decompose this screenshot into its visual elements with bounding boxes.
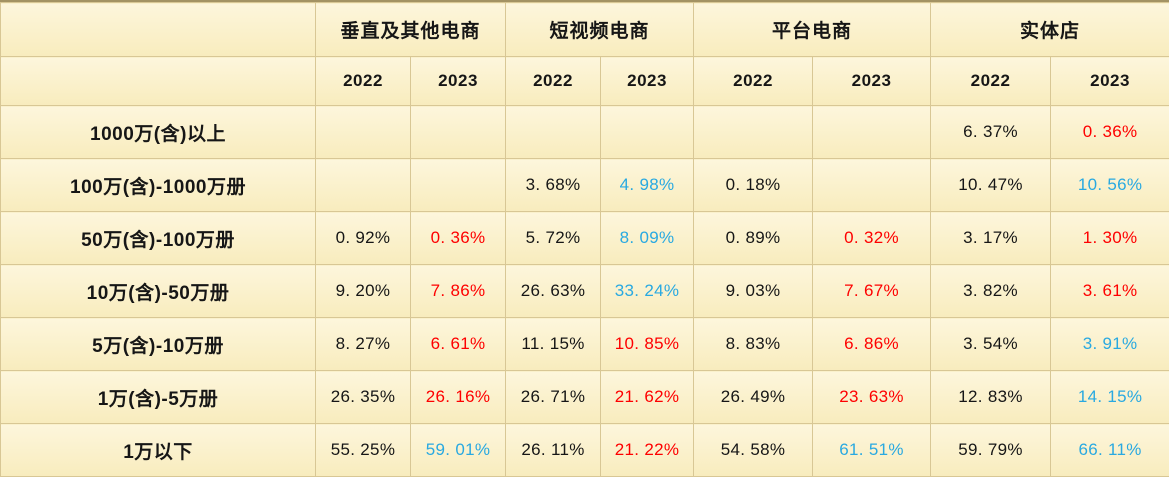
value-cell: 8. 27% [315, 317, 411, 371]
value-cell: 3. 68% [505, 158, 602, 212]
value-cell: 0. 89% [693, 211, 814, 265]
year-header: 2023 [409, 56, 507, 106]
value-cell: 21. 22% [600, 423, 695, 477]
value-cell: 7. 86% [409, 264, 507, 318]
value-cell: 10. 47% [930, 158, 1052, 212]
row-label: 1000万(含)以上 [0, 105, 316, 159]
year-header: 2022 [693, 56, 814, 106]
year-header: 2023 [812, 56, 932, 106]
value-cell: 9. 20% [315, 264, 411, 318]
group-header-platform-ecommerce: 平台电商 [693, 2, 932, 57]
table-row: 5万(含)-10万册 8. 27% 6. 61% 11. 15% 10. 85%… [0, 317, 1169, 371]
value-cell: 59. 01% [409, 423, 507, 477]
row-label: 10万(含)-50万册 [0, 264, 316, 318]
year-header: 2023 [1050, 56, 1169, 106]
value-cell: 54. 58% [693, 423, 814, 477]
value-cell: 0. 92% [315, 211, 411, 265]
value-cell: 8. 83% [693, 317, 814, 371]
value-cell [505, 105, 602, 159]
value-cell: 55. 25% [315, 423, 411, 477]
value-cell: 14. 15% [1050, 370, 1169, 424]
corner-cell [0, 2, 316, 57]
group-header-physical-store: 实体店 [930, 2, 1169, 57]
group-header-row: 垂直及其他电商 短视频电商 平台电商 实体店 [0, 2, 1169, 57]
value-cell: 3. 91% [1050, 317, 1169, 371]
value-cell: 21. 62% [600, 370, 695, 424]
row-label: 50万(含)-100万册 [0, 211, 316, 265]
value-cell: 3. 61% [1050, 264, 1169, 318]
value-cell: 3. 82% [930, 264, 1052, 318]
value-cell: 0. 32% [812, 211, 932, 265]
value-cell [812, 158, 932, 212]
year-header: 2022 [505, 56, 602, 106]
table-row: 10万(含)-50万册 9. 20% 7. 86% 26. 63% 33. 24… [0, 264, 1169, 318]
value-cell: 6. 86% [812, 317, 932, 371]
value-cell [409, 158, 507, 212]
value-cell: 26. 71% [505, 370, 602, 424]
value-cell: 33. 24% [600, 264, 695, 318]
row-label: 1万(含)-5万册 [0, 370, 316, 424]
value-cell [812, 105, 932, 159]
value-cell [600, 105, 695, 159]
group-header-vertical-ecommerce: 垂直及其他电商 [314, 2, 507, 57]
value-cell: 26. 16% [409, 370, 507, 424]
value-cell: 5. 72% [505, 211, 602, 265]
value-cell: 10. 85% [600, 317, 695, 371]
value-cell: 0. 36% [1050, 105, 1169, 159]
table-row: 1000万(含)以上 6. 37% 0. 36% [0, 105, 1169, 159]
value-cell: 0. 18% [693, 158, 814, 212]
row-label: 5万(含)-10万册 [0, 317, 316, 371]
year-header: 2022 [930, 56, 1052, 106]
row-label: 1万以下 [0, 423, 316, 477]
value-cell: 59. 79% [930, 423, 1052, 477]
value-cell: 1. 30% [1050, 211, 1169, 265]
year-header: 2022 [315, 56, 411, 106]
value-cell: 6. 37% [930, 105, 1052, 159]
value-cell [693, 105, 814, 159]
value-cell: 8. 09% [600, 211, 695, 265]
value-cell: 6. 61% [409, 317, 507, 371]
group-header-shortvideo-ecommerce: 短视频电商 [505, 2, 695, 57]
value-cell: 9. 03% [693, 264, 814, 318]
value-cell: 23. 63% [812, 370, 932, 424]
value-cell: 66. 11% [1050, 423, 1169, 477]
value-cell: 26. 11% [505, 423, 602, 477]
value-cell: 12. 83% [930, 370, 1052, 424]
value-cell [409, 105, 507, 159]
table-row: 1万以下 55. 25% 59. 01% 26. 11% 21. 22% 54.… [0, 423, 1169, 477]
value-cell: 7. 67% [812, 264, 932, 318]
value-cell: 11. 15% [505, 317, 602, 371]
value-cell: 3. 54% [930, 317, 1052, 371]
table-row: 50万(含)-100万册 0. 92% 0. 36% 5. 72% 8. 09%… [0, 211, 1169, 265]
value-cell: 4. 98% [600, 158, 695, 212]
value-cell: 10. 56% [1050, 158, 1169, 212]
value-cell: 3. 17% [930, 211, 1052, 265]
value-cell: 26. 35% [315, 370, 411, 424]
corner-cell-2 [0, 56, 316, 106]
value-cell [315, 158, 411, 212]
row-label: 100万(含)-1000万册 [0, 158, 316, 212]
year-header-row: 2022 2023 2022 2023 2022 2023 2022 2023 [0, 56, 1169, 106]
value-cell: 26. 49% [693, 370, 814, 424]
table-row: 1万(含)-5万册 26. 35% 26. 16% 26. 71% 21. 62… [0, 370, 1169, 424]
value-cell: 0. 36% [409, 211, 507, 265]
table-row: 100万(含)-1000万册 3. 68% 4. 98% 0. 18% 10. … [0, 158, 1169, 212]
value-cell: 26. 63% [505, 264, 602, 318]
value-cell: 61. 51% [812, 423, 932, 477]
year-header: 2023 [600, 56, 695, 106]
value-cell [315, 105, 411, 159]
